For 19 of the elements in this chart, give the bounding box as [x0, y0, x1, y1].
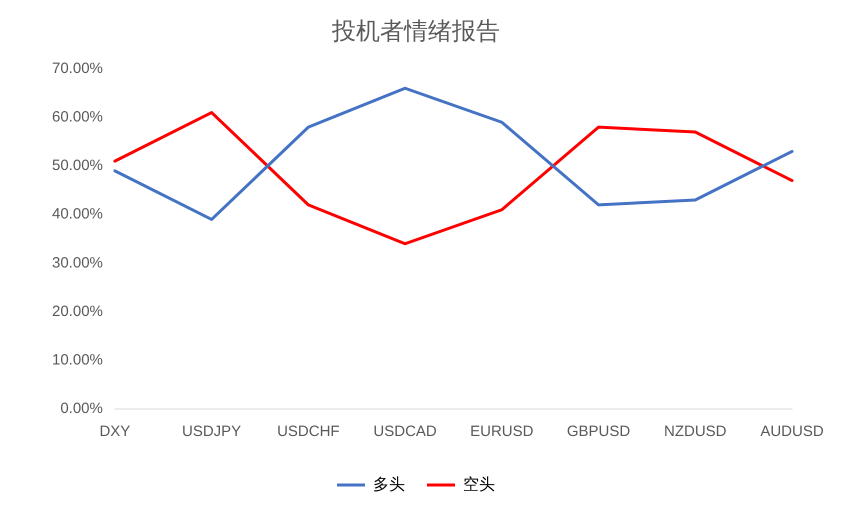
x-tick-label: NZDUSD	[664, 423, 727, 440]
legend-label: 空头	[463, 475, 495, 494]
y-tick-label: 60.00%	[52, 108, 103, 126]
x-tick-label: GBPUSD	[566, 423, 630, 440]
chart-title: 投机者情绪报告	[331, 18, 500, 46]
x-tick-label: AUDUSD	[760, 423, 824, 440]
x-tick-label: DXY	[99, 423, 130, 440]
x-tick-label: USDCAD	[373, 423, 437, 440]
legend-label: 多头	[373, 475, 405, 494]
y-tick-label: 10.00%	[52, 352, 103, 369]
x-tick-label: USDJPY	[182, 423, 242, 440]
x-tick-label: USDCHF	[277, 423, 340, 440]
y-tick-label: 70.00%	[52, 60, 103, 77]
y-tick-label: 30.00%	[52, 254, 103, 272]
x-tick-label: EURUSD	[470, 423, 534, 440]
y-tick-label: 20.00%	[52, 302, 103, 320]
y-tick-label: 0.00%	[60, 400, 103, 418]
y-tick-label: 50.00%	[52, 157, 103, 174]
y-tick-label: 40.00%	[52, 206, 103, 223]
